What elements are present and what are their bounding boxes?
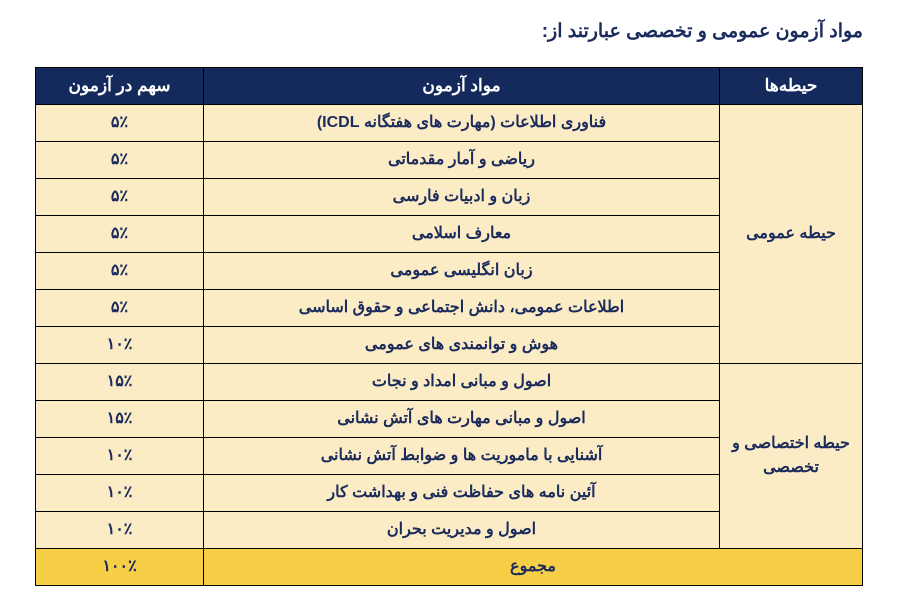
subject-cell: اصول و مدیریت بحران bbox=[204, 512, 720, 549]
header-domain: حیطه‌ها bbox=[720, 68, 863, 105]
share-cell: ۱۵٪ bbox=[36, 364, 204, 401]
total-value: ۱۰۰٪ bbox=[36, 549, 204, 586]
subject-cell: فناوری اطلاعات (مهارت های هفتگانه ICDL) bbox=[204, 105, 720, 142]
total-label: مجموع bbox=[204, 549, 863, 586]
total-row: مجموع ۱۰۰٪ bbox=[36, 549, 863, 586]
page-title: مواد آزمون عمومی و تخصصی عبارتند از: bbox=[35, 20, 863, 43]
table-row: حیطه عمومی فناوری اطلاعات (مهارت های هفت… bbox=[36, 105, 863, 142]
domain-cell-general: حیطه عمومی bbox=[720, 105, 863, 364]
subject-cell: اصول و مبانی امداد و نجات bbox=[204, 364, 720, 401]
share-cell: ۱۰٪ bbox=[36, 327, 204, 364]
subject-cell: آئین نامه های حفاظت فنی و بهداشت کار bbox=[204, 475, 720, 512]
share-cell: ۱۰٪ bbox=[36, 512, 204, 549]
share-cell: ۵٪ bbox=[36, 179, 204, 216]
subject-cell: زبان و ادبیات فارسی bbox=[204, 179, 720, 216]
subject-cell: آشنایی با ماموریت ها و ضوابط آتش نشانی bbox=[204, 438, 720, 475]
share-cell: ۱۵٪ bbox=[36, 401, 204, 438]
subject-cell: زبان انگلیسی عمومی bbox=[204, 253, 720, 290]
subject-cell: ریاضی و آمار مقدماتی bbox=[204, 142, 720, 179]
share-cell: ۱۰٪ bbox=[36, 438, 204, 475]
domain-cell-special: حیطه اختصاصی و تخصصی bbox=[720, 364, 863, 549]
share-cell: ۱۰٪ bbox=[36, 475, 204, 512]
subject-cell: هوش و توانمندی های عمومی bbox=[204, 327, 720, 364]
share-cell: ۵٪ bbox=[36, 142, 204, 179]
header-subject: مواد آزمون bbox=[204, 68, 720, 105]
header-share: سهم در آزمون bbox=[36, 68, 204, 105]
exam-subjects-table: حیطه‌ها مواد آزمون سهم در آزمون حیطه عمو… bbox=[35, 67, 863, 586]
share-cell: ۵٪ bbox=[36, 253, 204, 290]
subject-cell: اطلاعات عمومی، دانش اجتماعی و حقوق اساسی bbox=[204, 290, 720, 327]
share-cell: ۵٪ bbox=[36, 105, 204, 142]
share-cell: ۵٪ bbox=[36, 216, 204, 253]
subject-cell: اصول و مبانی مهارت های آتش نشانی bbox=[204, 401, 720, 438]
table-row: حیطه اختصاصی و تخصصی اصول و مبانی امداد … bbox=[36, 364, 863, 401]
subject-cell: معارف اسلامی bbox=[204, 216, 720, 253]
share-cell: ۵٪ bbox=[36, 290, 204, 327]
